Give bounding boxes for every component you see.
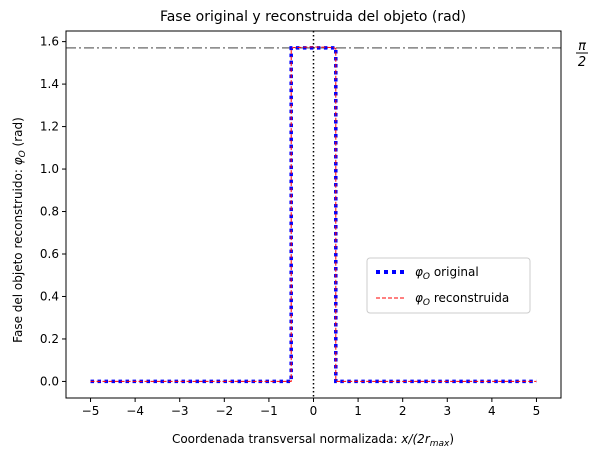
x-axis-title-close: ) [449, 432, 454, 446]
x-tick-label: 1 [354, 404, 362, 418]
y-tick-label: 0.0 [40, 374, 59, 388]
y-tick-label: 0.6 [40, 247, 59, 261]
legend-label-reconstruida-phi: φ [415, 291, 423, 305]
legend: φO original φO reconstruida [366, 257, 531, 314]
legend-label-original: original [434, 265, 479, 279]
x-axis-title-math: x/(2r [400, 432, 430, 446]
series-line-reconstruida [90, 46, 537, 382]
chart-title: Fase original y reconstruida del objeto … [160, 9, 466, 25]
y-axis-title: Fase del objeto reconstruido: φO (rad) [11, 117, 28, 343]
x-tick-label: 5 [533, 404, 541, 418]
svg-text:φO original: φO original [415, 265, 479, 282]
x-tick-label: −2 [215, 404, 233, 418]
y-axis-title-phi: φ [11, 157, 25, 165]
y-tick-label: 1.0 [40, 162, 59, 176]
legend-frame [366, 257, 531, 314]
x-tick-label: −3 [171, 404, 189, 418]
y-tick-label: 1.4 [40, 77, 59, 91]
svg-text:φO reconstruida: φO reconstruida [415, 291, 509, 308]
pi-half-label: π 2 [576, 39, 588, 70]
x-tick-label: 4 [488, 404, 496, 418]
y-tick-label: 1.2 [40, 120, 59, 134]
y-tick-label: 0.4 [40, 289, 59, 303]
x-tick-label: −4 [126, 404, 144, 418]
y-tick-label: 1.6 [40, 35, 59, 49]
x-tick-label: −5 [82, 404, 100, 418]
legend-label-reconstruida-sub: O [423, 298, 430, 308]
y-tick-label: 0.8 [40, 205, 59, 219]
x-axis-title-main: Coordenada transversal normalizada: [172, 432, 401, 446]
legend-label-original-phi: φ [415, 265, 423, 279]
y-axis-title-sub: O [18, 150, 28, 157]
pi-half-denominator: 2 [578, 55, 586, 70]
y-axis-title-main: Fase del objeto reconstruido: [11, 165, 25, 343]
y-tick-label: 0.2 [40, 332, 59, 346]
x-tick-label: 3 [443, 404, 451, 418]
pi-half-numerator: π [578, 39, 586, 54]
legend-label-original-sub: O [423, 272, 430, 282]
y-axis-title-unit: (rad) [11, 117, 25, 150]
svg-text:Fase del objeto reconstruido:: Fase del objeto reconstruido: φO (rad) [11, 117, 28, 343]
x-axis-title: Coordenada transversal normalizada: x/(2… [172, 432, 454, 449]
x-tick-label: 2 [399, 404, 407, 418]
plot-frame [65, 30, 562, 399]
legend-label-reconstruida: reconstruida [434, 291, 509, 305]
x-axis-title-sub: max [430, 439, 450, 449]
x-tick-label: −1 [260, 404, 278, 418]
svg-text:Coordenada transversal normali: Coordenada transversal normalizada: x/(2… [172, 432, 454, 449]
x-tick-label: 0 [310, 404, 318, 418]
